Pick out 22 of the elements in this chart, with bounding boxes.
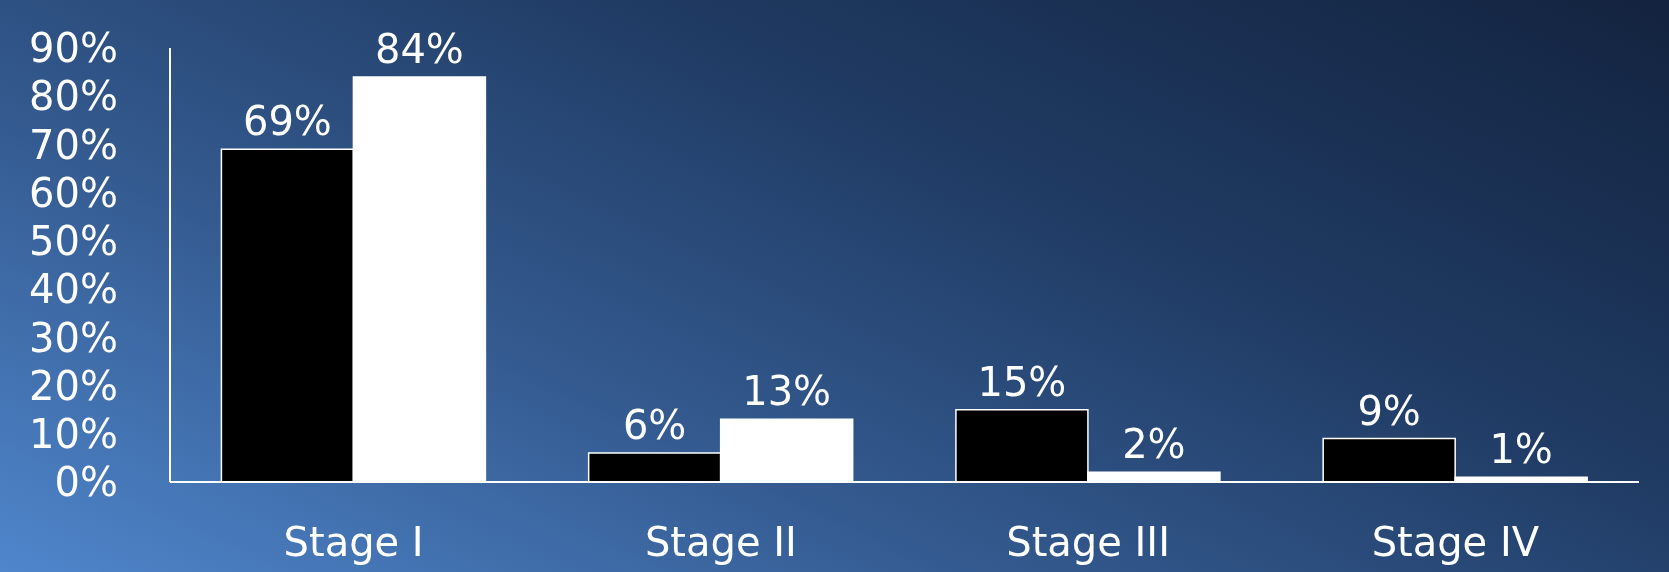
data-label: 84% (374, 25, 464, 72)
y-tick-label: 80% (29, 73, 118, 120)
x-tick-label: Stage I (283, 519, 424, 566)
y-tick-label: 0% (54, 459, 118, 506)
y-tick-label: 90% (29, 25, 118, 72)
x-tick-label: Stage IV (1371, 519, 1540, 566)
y-tick-label: 20% (29, 362, 118, 409)
y-tick-label: 60% (29, 169, 118, 216)
data-label: 13% (742, 368, 832, 415)
data-label: 69% (242, 98, 332, 145)
data-label: 9% (1357, 387, 1421, 434)
y-tick-label: 70% (29, 121, 118, 168)
data-label: 2% (1122, 421, 1186, 468)
y-tick-label: 50% (29, 218, 118, 265)
y-tick-label: 40% (29, 266, 118, 313)
y-tick-label: 30% (29, 314, 118, 361)
x-tick-label: Stage III (1006, 519, 1170, 566)
x-tick-label: Stage II (644, 519, 797, 566)
data-label: 6% (622, 402, 687, 449)
data-label: 1% (1489, 426, 1553, 473)
data-label: 15% (977, 358, 1067, 405)
y-tick-label: 10% (29, 410, 118, 457)
